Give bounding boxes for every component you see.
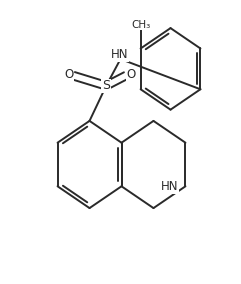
Text: O: O: [127, 68, 136, 81]
Text: S: S: [102, 79, 110, 92]
Text: HN: HN: [161, 180, 179, 193]
Text: O: O: [64, 68, 74, 81]
Text: HN: HN: [111, 48, 128, 61]
Text: CH₃: CH₃: [131, 20, 150, 30]
